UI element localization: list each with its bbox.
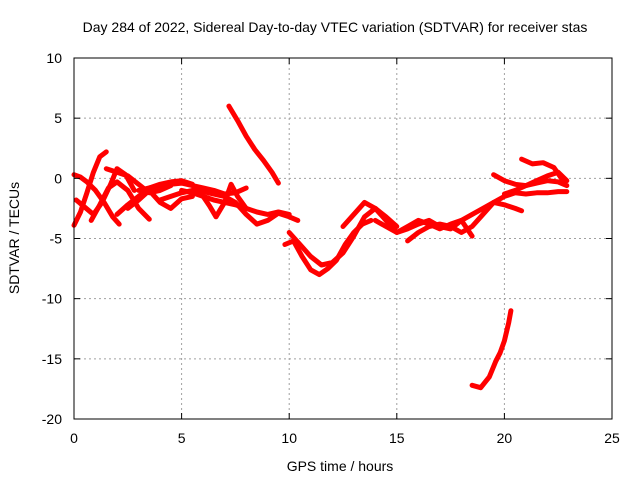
y-tick-label: 0 — [54, 170, 62, 186]
x-tick-label: 25 — [604, 430, 620, 446]
series-line-arc-18 — [405, 189, 570, 244]
y-tick-label: 10 — [46, 50, 62, 66]
y-tick-label: -5 — [50, 231, 63, 247]
series-line-arc-15 — [282, 217, 374, 278]
x-axis-label: GPS time / hours — [287, 458, 394, 474]
grid — [74, 58, 612, 419]
y-axis-label: SDTVAR / TECUs — [6, 182, 22, 294]
y-tick-label: -15 — [42, 351, 62, 367]
y-tick-label: 5 — [54, 110, 62, 126]
x-tick-label: 5 — [178, 430, 186, 446]
series-line-arc-22 — [469, 308, 514, 391]
y-tick-label: -20 — [42, 411, 62, 427]
x-tick-label: 15 — [389, 430, 405, 446]
series-line-arc-12 — [226, 103, 281, 186]
series-line-arc-2 — [71, 172, 122, 227]
series-line-arc-5 — [103, 166, 174, 196]
x-tick-label: 0 — [70, 430, 78, 446]
series-line-arc-13 — [222, 193, 301, 227]
y-tick-label: -10 — [42, 291, 62, 307]
series-line-arc-21 — [501, 169, 570, 197]
series-line-arc-11 — [200, 181, 249, 220]
x-tick-label: 10 — [281, 430, 297, 446]
x-tick-label: 20 — [497, 430, 513, 446]
chart-title: Day 284 of 2022, Sidereal Day-to-day VTE… — [83, 19, 588, 35]
series-line-arc-4 — [88, 179, 152, 223]
series-group — [71, 103, 570, 391]
axis-ticks: 0 5 10 15 20 25 10 5 0 -5 -10 -15 -20 — [42, 50, 620, 446]
